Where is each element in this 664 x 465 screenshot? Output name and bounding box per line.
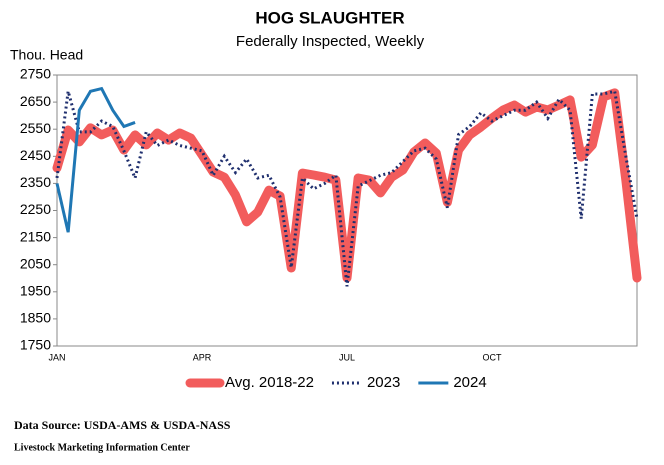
- y-axis-title: Thou. Head: [10, 47, 83, 63]
- x-tick-label: JAN: [48, 352, 65, 362]
- chart-subtitle: Federally Inspected, Weekly: [236, 33, 425, 50]
- chart-title: HOG SLAUGHTER: [255, 8, 404, 27]
- series-line: [52, 88, 642, 283]
- y-tick-label: 2450: [20, 147, 51, 163]
- y-tick-label: 2750: [20, 66, 51, 82]
- legend-label: 2023: [367, 374, 400, 391]
- y-tick-label: 2350: [20, 174, 51, 190]
- x-tick-label: OCT: [483, 352, 503, 362]
- series-line: [55, 86, 136, 233]
- y-tick-label: 2650: [20, 93, 51, 109]
- y-tick-label: 1950: [20, 283, 51, 299]
- x-tick-label: APR: [193, 352, 212, 362]
- org: Livestock Marketing Information Center: [14, 442, 190, 453]
- y-tick-label: 1850: [20, 310, 51, 326]
- series-line: [55, 89, 639, 287]
- x-tick-label: JUL: [339, 352, 355, 362]
- y-tick-label: 1750: [20, 337, 51, 353]
- plot-area: [56, 74, 638, 347]
- y-tick-label: 2150: [20, 228, 51, 244]
- y-tick-label: 2250: [20, 201, 51, 217]
- y-tick-label: 2050: [20, 255, 51, 271]
- source: Data Source: USDA-AMS & USDA-NASS: [14, 418, 231, 432]
- legend-label: Avg. 2018-22: [225, 374, 314, 391]
- legend-label: 2024: [453, 374, 486, 391]
- y-tick-label: 2550: [20, 120, 51, 136]
